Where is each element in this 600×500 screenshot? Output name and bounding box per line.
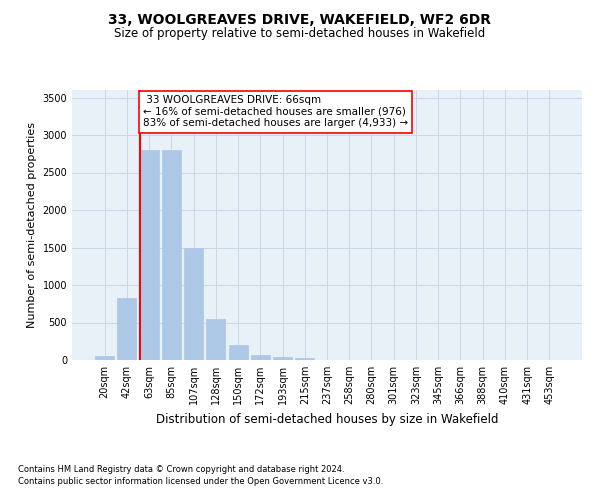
Bar [184, 248, 203, 360]
Bar [229, 345, 248, 360]
Bar [118, 298, 136, 360]
Text: 33, WOOLGREAVES DRIVE, WAKEFIELD, WF2 6DR: 33, WOOLGREAVES DRIVE, WAKEFIELD, WF2 6D… [109, 12, 491, 26]
Bar [295, 358, 314, 360]
Text: Size of property relative to semi-detached houses in Wakefield: Size of property relative to semi-detach… [115, 28, 485, 40]
Bar [273, 356, 292, 360]
Bar [162, 150, 181, 360]
Text: Contains HM Land Registry data © Crown copyright and database right 2024.: Contains HM Land Registry data © Crown c… [18, 465, 344, 474]
Bar [95, 356, 114, 360]
Bar [251, 355, 270, 360]
Bar [140, 150, 158, 360]
Text: Distribution of semi-detached houses by size in Wakefield: Distribution of semi-detached houses by … [156, 412, 498, 426]
Y-axis label: Number of semi-detached properties: Number of semi-detached properties [27, 122, 37, 328]
Text: 33 WOOLGREAVES DRIVE: 66sqm
← 16% of semi-detached houses are smaller (976)
83% : 33 WOOLGREAVES DRIVE: 66sqm ← 16% of sem… [143, 95, 408, 128]
Text: Contains public sector information licensed under the Open Government Licence v3: Contains public sector information licen… [18, 478, 383, 486]
Bar [206, 319, 225, 360]
